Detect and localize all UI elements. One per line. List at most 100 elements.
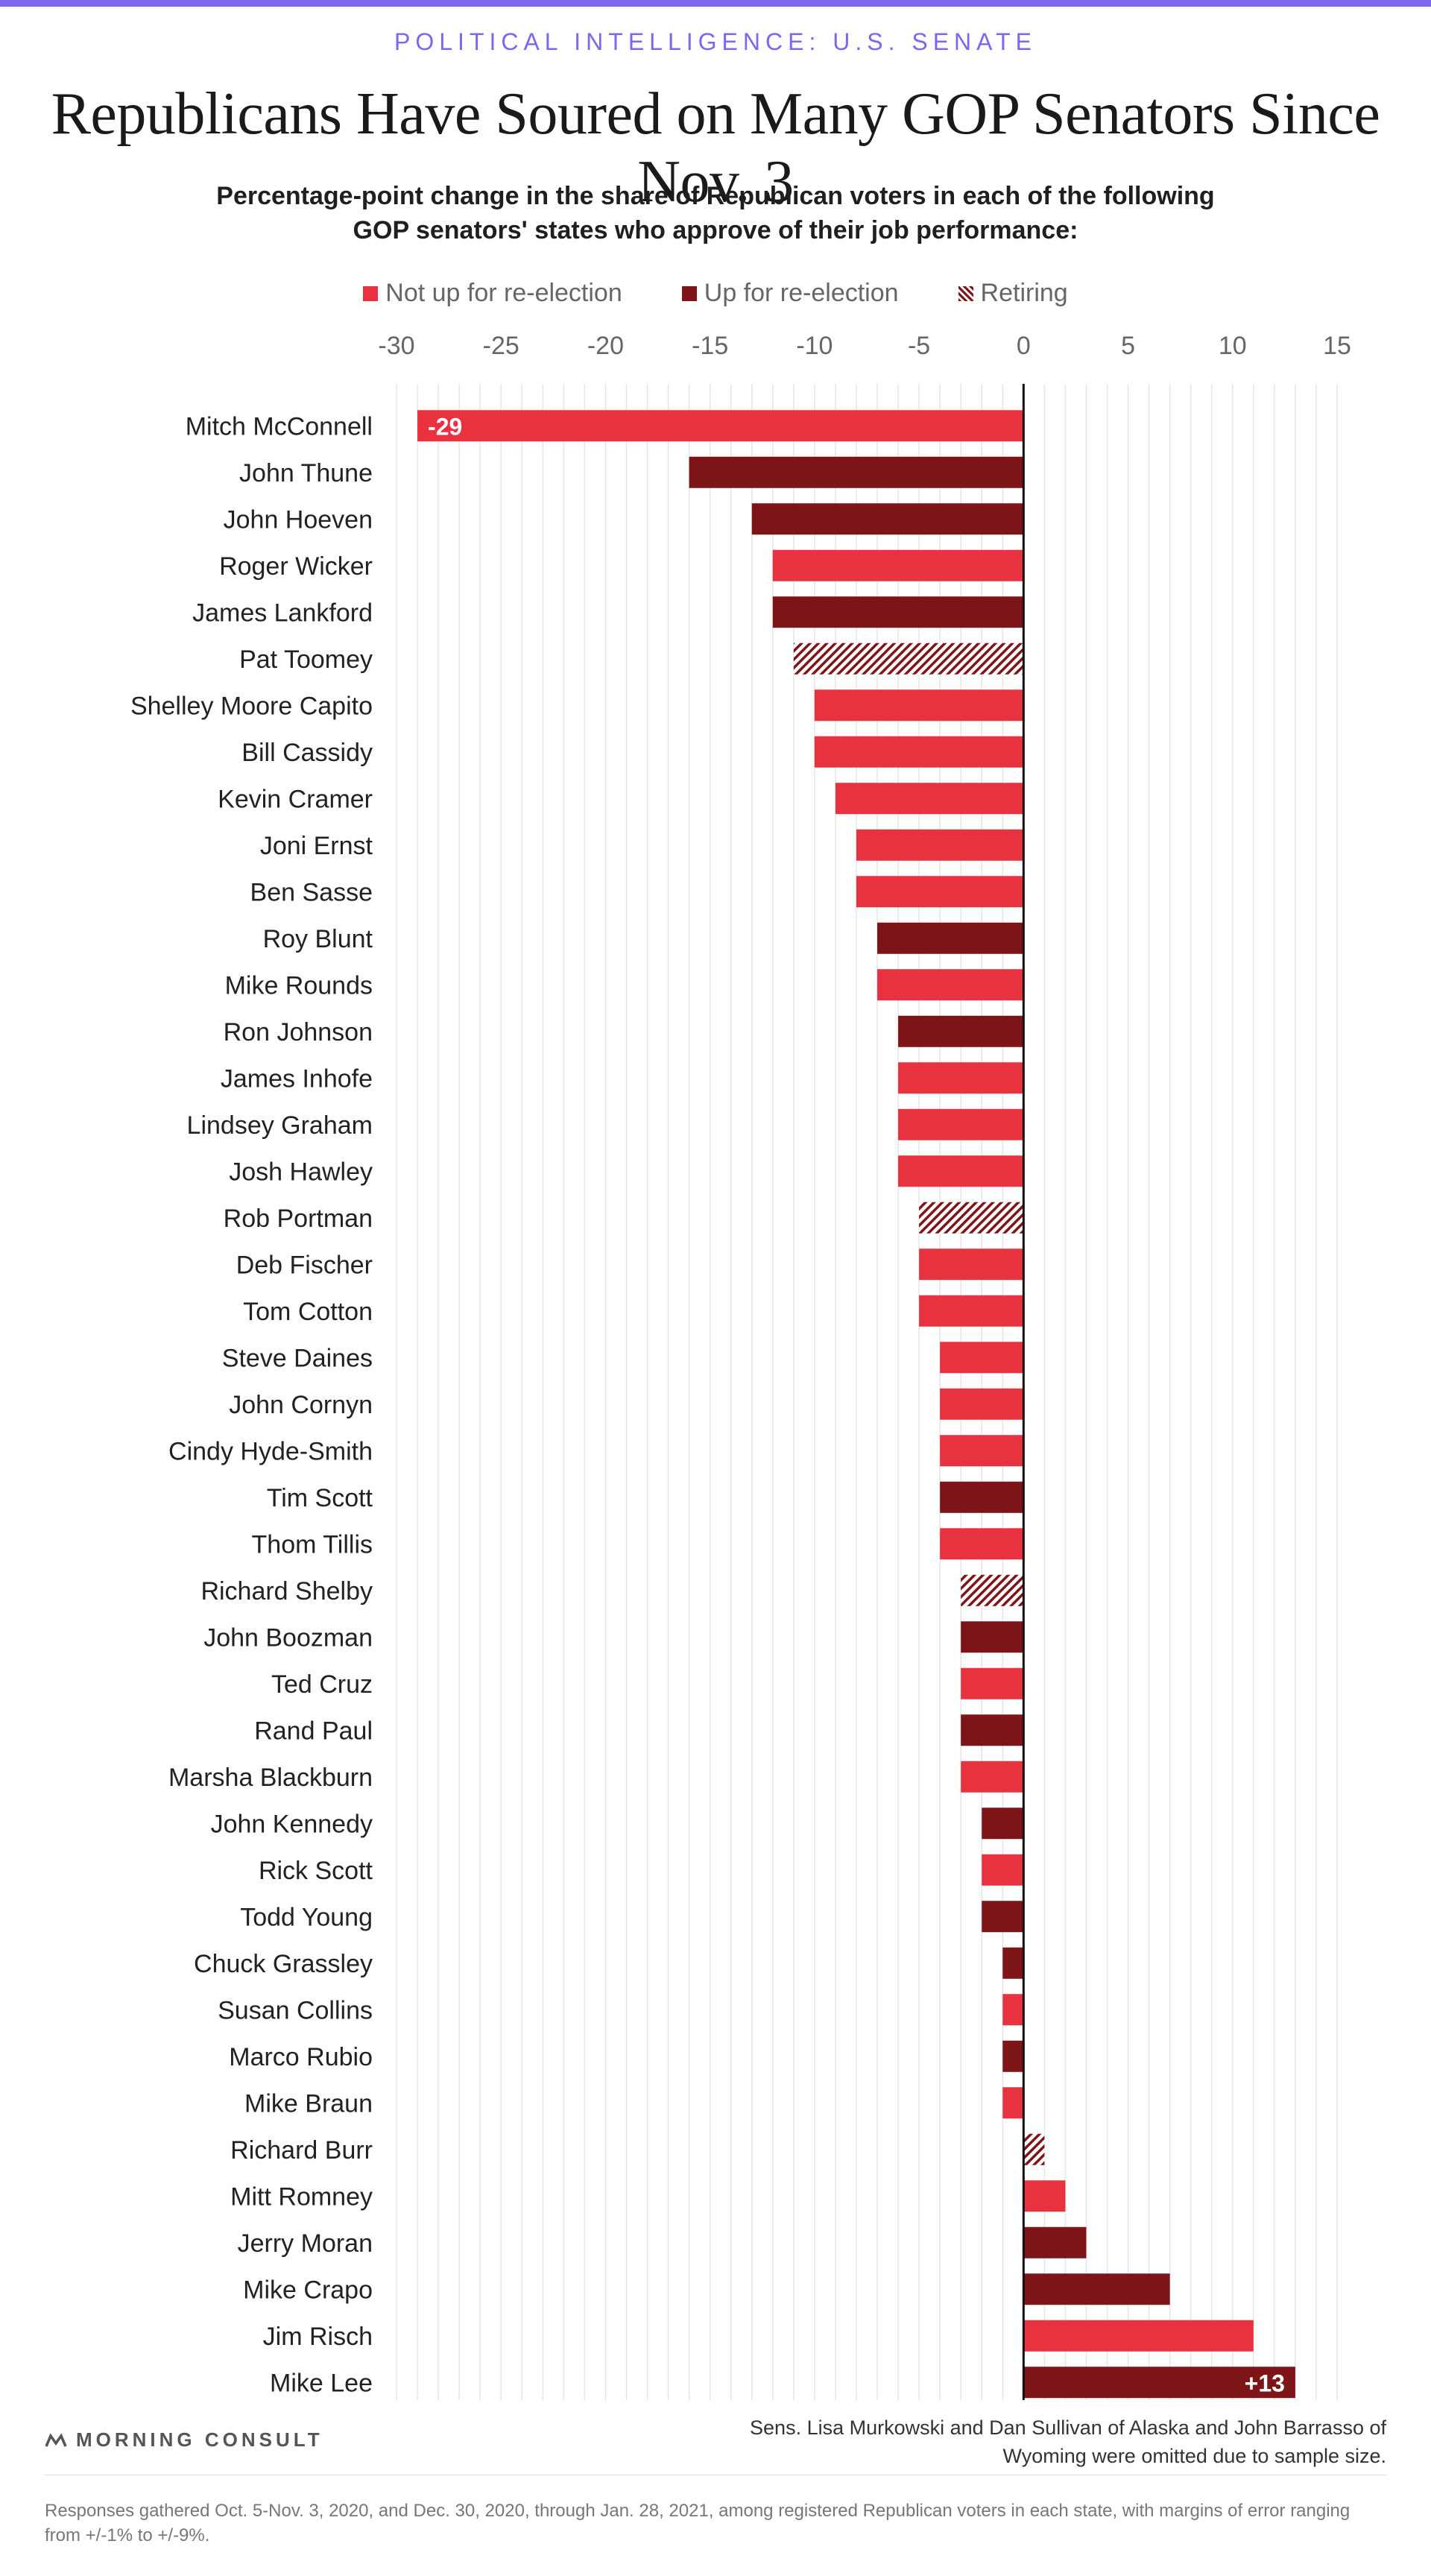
bar (1002, 2040, 1024, 2072)
bar (982, 1808, 1024, 1840)
legend-swatch-up (681, 285, 697, 301)
bar (1023, 2133, 1045, 2165)
bar (814, 736, 1024, 768)
category-label: Pat Toomey (239, 645, 373, 674)
morning-consult-logo-icon (45, 2432, 67, 2447)
category-label: Mike Braun (244, 2089, 373, 2118)
bar (961, 1667, 1024, 1699)
x-tick-label: 5 (1121, 332, 1135, 360)
x-tick-label: 10 (1219, 332, 1247, 360)
category-label: John Hoeven (224, 505, 373, 534)
legend-item-up: Up for re-election (681, 279, 899, 308)
bar (751, 503, 1024, 535)
bar (940, 1528, 1024, 1560)
bar (898, 1015, 1024, 1047)
category-label: Cindy Hyde-Smith (168, 1437, 373, 1465)
kicker: POLITICAL INTELLIGENCE: U.S. SENATE (394, 28, 1037, 55)
x-tick-label: -10 (796, 332, 833, 360)
data-label: +13 (1245, 2370, 1285, 2396)
legend-label-not-up: Not up for re-election (385, 279, 622, 307)
chart-title: Republicans Have Soured on Many GOP Sena… (51, 81, 1380, 215)
bar (919, 1248, 1024, 1281)
legend-swatch-retiring (958, 285, 973, 301)
category-label: Lindsey Graham (187, 1111, 373, 1140)
category-label: James Inhofe (221, 1064, 373, 1093)
category-label: Ted Cruz (271, 1670, 373, 1699)
bar (1023, 2180, 1066, 2212)
bar (1002, 1994, 1024, 2026)
legend-swatch-not-up (363, 285, 379, 301)
bar (689, 456, 1024, 488)
category-label: Todd Young (240, 1903, 373, 1931)
bar (898, 1062, 1024, 1094)
category-label: Rob Portman (224, 1205, 373, 1233)
x-tick-label: -15 (692, 332, 728, 360)
category-label: Rand Paul (254, 1717, 373, 1745)
legend-label-up: Up for re-election (704, 279, 899, 307)
bar-chart: -30 -25 -20 -15 -10 -5 0 5 10 15 Mitch McConnell J… (130, 332, 1351, 2400)
bar (793, 643, 1024, 675)
brand-logo: MORNING CONSULT (45, 2428, 323, 2452)
bar (1002, 2087, 1024, 2119)
bar (961, 1574, 1024, 1606)
x-tick-label: -30 (378, 332, 414, 360)
category-label: Mike Crapo (243, 2276, 373, 2304)
bar (982, 1854, 1024, 1886)
bar (1023, 2320, 1254, 2352)
category-label: Thom Tillis (252, 1530, 373, 1559)
bar (1002, 1947, 1024, 1979)
category-label: Jim Risch (263, 2323, 373, 2351)
bar (898, 1155, 1024, 1187)
category-label: John Thune (239, 459, 373, 487)
omitted-note: Sens. Lisa Murkowski and Dan Sullivan of… (750, 2416, 1386, 2467)
legend-item-not-up: Not up for re-election (363, 279, 622, 308)
bar (1023, 2226, 1087, 2258)
x-tick-label: 15 (1323, 332, 1351, 360)
category-label: Roger Wicker (219, 552, 373, 581)
category-label: Joni Ernst (260, 832, 373, 860)
bar (835, 783, 1024, 815)
bar (1023, 2273, 1170, 2305)
category-label: Deb Fischer (236, 1251, 373, 1279)
category-label: Ben Sasse (250, 878, 373, 906)
bar (1023, 2367, 1295, 2399)
bar (940, 1342, 1024, 1374)
category-label: John Kennedy (211, 1810, 373, 1838)
category-label: Richard Shelby (200, 1577, 373, 1606)
bar (856, 876, 1024, 908)
bar (772, 549, 1024, 581)
bar (940, 1481, 1024, 1513)
bar (898, 1108, 1024, 1140)
bar (919, 1202, 1024, 1234)
category-label: Mike Rounds (225, 971, 373, 1000)
x-tick-label: 0 (1017, 332, 1031, 360)
category-label: Chuck Grassley (194, 1950, 373, 1978)
chart-subtitle: Percentage-point change in the share of … (216, 182, 1215, 244)
bar (961, 1714, 1024, 1746)
bar (940, 1388, 1024, 1420)
x-tick-label: -5 (908, 332, 930, 360)
category-label: Marsha Blackburn (168, 1764, 373, 1792)
category-label: Mike Lee (270, 2369, 373, 2397)
category-label: Bill Cassidy (241, 739, 373, 767)
sources-note: Responses gathered Oct. 5-Nov. 3, 2020, … (45, 2501, 1351, 2545)
category-label: Steve Daines (222, 1344, 373, 1372)
bar (961, 1761, 1024, 1793)
category-label: Mitch McConnell (186, 412, 373, 441)
category-label: Roy Blunt (263, 925, 373, 953)
category-label: Rick Scott (259, 1857, 373, 1885)
bar (814, 689, 1024, 722)
bar (856, 829, 1024, 861)
bar (919, 1295, 1024, 1327)
top-accent-bar (0, 0, 1431, 7)
data-label: -29 (428, 413, 462, 440)
x-tick-label: -20 (587, 332, 624, 360)
bar (877, 922, 1024, 954)
brand-name: MORNING CONSULT (76, 2428, 323, 2451)
category-label: James Lankford (192, 599, 373, 627)
category-label: Richard Burr (230, 2136, 373, 2165)
legend-item-retiring: Retiring (958, 279, 1068, 308)
category-label: Mitt Romney (230, 2182, 373, 2211)
category-label: Kevin Cramer (218, 785, 373, 813)
bar (982, 1901, 1024, 1933)
